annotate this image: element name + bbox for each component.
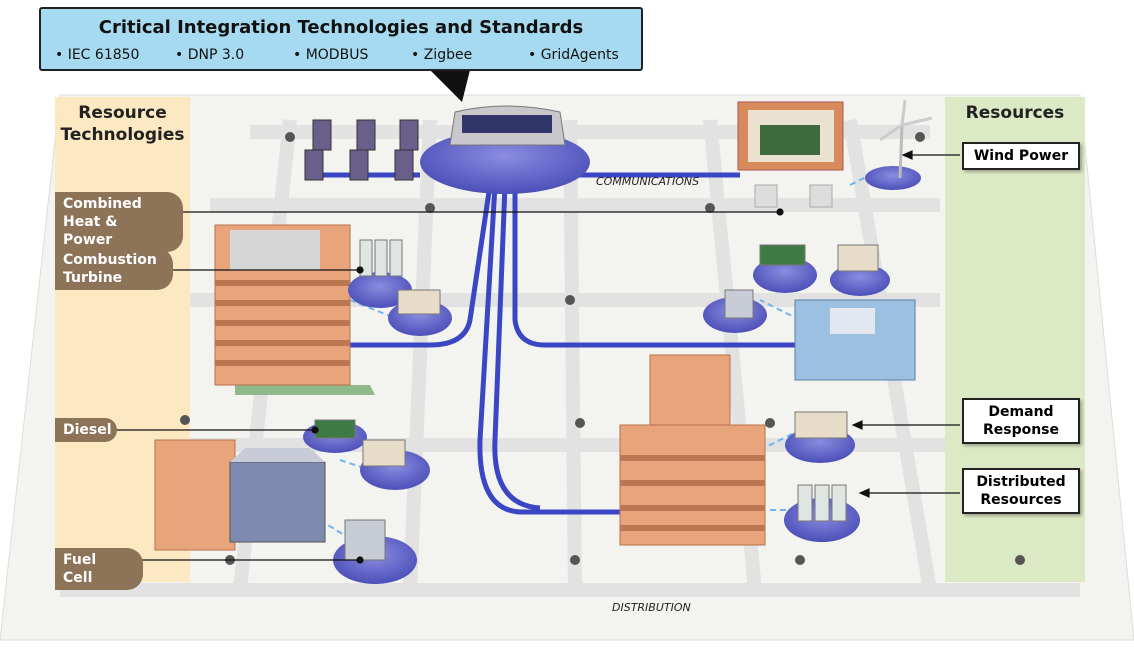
resource-label: Combustion Turbine [55,248,173,290]
resource-box: Demand Response [962,398,1080,444]
scene [0,0,1134,650]
network-label: COMMUNICATIONS [596,175,699,188]
header-title: Critical Integration Technologies and St… [40,17,642,38]
right-panel-title: Resources [945,102,1085,124]
servers [305,120,418,180]
standard: • MODBUS [293,47,368,63]
standard: • GridAgents [528,47,619,63]
standard: • DNP 3.0 [175,47,244,63]
left-panel-title: Resource Technologies [55,102,190,146]
resource-label: Diesel [55,418,117,442]
resource-label: Fuel Cell [55,548,143,590]
resource-box: Wind Power [962,142,1080,170]
network-label: DISTRIBUTION [612,601,691,614]
page: Critical Integration Technologies and St… [0,0,1134,650]
resource-box: Distributed Resources [962,468,1080,514]
resource-label: Combined Heat & Power [55,192,183,252]
standard: • IEC 61850 [55,47,139,63]
standard: • Zigbee [411,47,472,63]
